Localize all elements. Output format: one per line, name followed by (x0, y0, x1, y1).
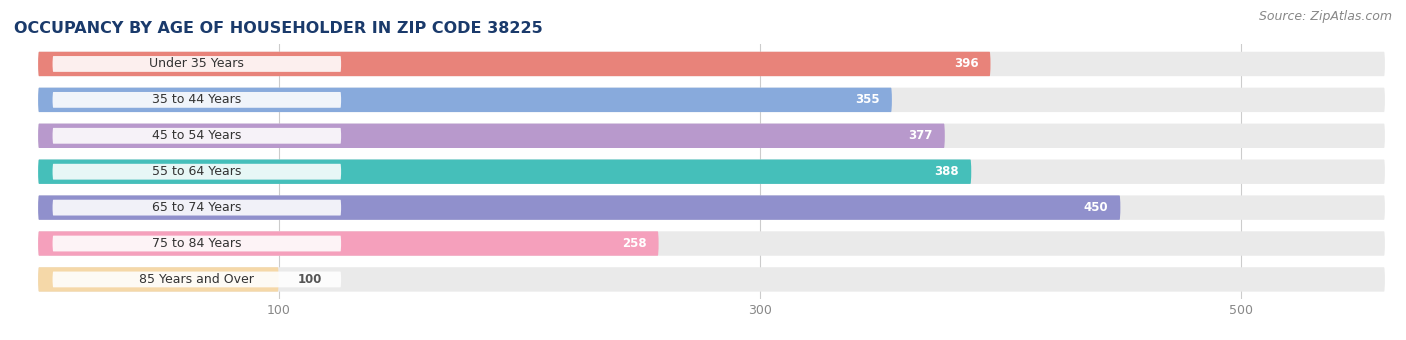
Text: 55 to 64 Years: 55 to 64 Years (152, 165, 242, 178)
Text: 35 to 44 Years: 35 to 44 Years (152, 94, 242, 106)
Text: 355: 355 (855, 94, 880, 106)
FancyBboxPatch shape (52, 164, 342, 180)
FancyBboxPatch shape (38, 88, 891, 112)
Text: 85 Years and Over: 85 Years and Over (139, 273, 254, 286)
FancyBboxPatch shape (38, 123, 945, 148)
FancyBboxPatch shape (38, 267, 278, 292)
Text: 75 to 84 Years: 75 to 84 Years (152, 237, 242, 250)
Text: 45 to 54 Years: 45 to 54 Years (152, 129, 242, 142)
Text: 450: 450 (1084, 201, 1108, 214)
Text: OCCUPANCY BY AGE OF HOUSEHOLDER IN ZIP CODE 38225: OCCUPANCY BY AGE OF HOUSEHOLDER IN ZIP C… (14, 21, 543, 36)
Text: Under 35 Years: Under 35 Years (149, 57, 245, 70)
FancyBboxPatch shape (38, 52, 990, 76)
FancyBboxPatch shape (38, 159, 1385, 184)
FancyBboxPatch shape (38, 123, 1385, 148)
FancyBboxPatch shape (38, 267, 1385, 292)
FancyBboxPatch shape (52, 236, 342, 252)
Text: 388: 388 (935, 165, 959, 178)
Text: 65 to 74 Years: 65 to 74 Years (152, 201, 242, 214)
FancyBboxPatch shape (52, 56, 342, 72)
Text: 258: 258 (621, 237, 647, 250)
FancyBboxPatch shape (38, 195, 1121, 220)
Text: 377: 377 (908, 129, 932, 142)
FancyBboxPatch shape (52, 272, 342, 287)
FancyBboxPatch shape (52, 128, 342, 144)
Text: Source: ZipAtlas.com: Source: ZipAtlas.com (1258, 10, 1392, 23)
FancyBboxPatch shape (38, 52, 1385, 76)
Text: 100: 100 (298, 273, 322, 286)
Text: 396: 396 (953, 57, 979, 70)
FancyBboxPatch shape (52, 200, 342, 216)
FancyBboxPatch shape (38, 159, 972, 184)
FancyBboxPatch shape (38, 231, 1385, 256)
FancyBboxPatch shape (52, 92, 342, 108)
FancyBboxPatch shape (38, 231, 658, 256)
FancyBboxPatch shape (38, 195, 1385, 220)
FancyBboxPatch shape (38, 88, 1385, 112)
